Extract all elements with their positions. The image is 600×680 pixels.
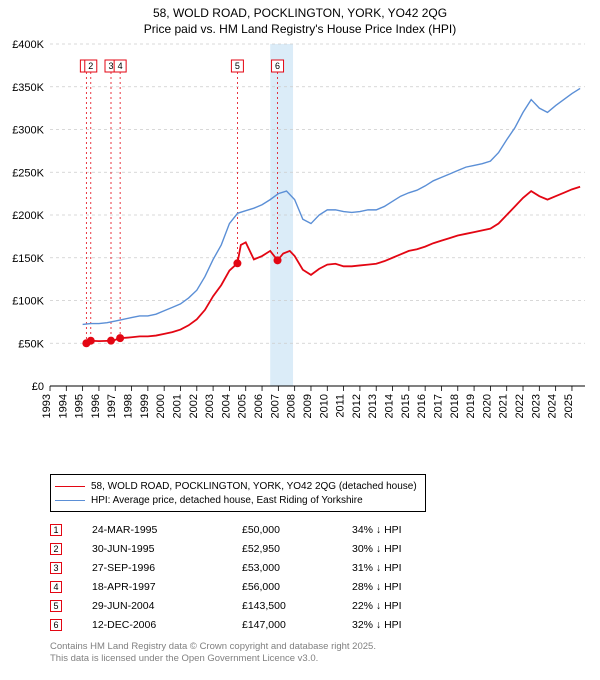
svg-text:2003: 2003 [204, 394, 216, 418]
row-marker: 3 [50, 562, 62, 574]
svg-text:2009: 2009 [302, 394, 314, 418]
figure-root: 58, WOLD ROAD, POCKLINGTON, YORK, YO42 2… [0, 0, 600, 680]
table-row: 5 29-JUN-2004£143,50022% ↓ HPI [50, 596, 452, 615]
svg-text:6: 6 [275, 61, 280, 71]
chart-area: £0 £50K £100K £150K £200K £250K £300K £350K £400… [0, 40, 600, 470]
svg-text:2001: 2001 [171, 394, 183, 418]
row-marker: 5 [50, 600, 62, 612]
row-marker: 2 [50, 543, 62, 555]
footer-line-2: This data is licensed under the Open Gov… [50, 653, 318, 664]
cell-price: £50,000 [242, 524, 352, 536]
title-line-2: Price paid vs. HM Land Registry's House … [144, 22, 456, 36]
svg-text:£200K: £200K [12, 210, 44, 222]
svg-text:£400K: £400K [12, 40, 44, 51]
svg-text:1996: 1996 [90, 394, 102, 418]
svg-text:2010: 2010 [318, 394, 330, 418]
svg-text:2015: 2015 [400, 394, 412, 418]
cell-date: 30-JUN-1995 [92, 543, 242, 555]
table-row: 3 27-SEP-1996£53,00031% ↓ HPI [50, 558, 452, 577]
table-row: 6 12-DEC-2006£147,00032% ↓ HPI [50, 615, 452, 634]
svg-text:2007: 2007 [269, 394, 281, 418]
cell-hpi-delta: 30% ↓ HPI [352, 543, 452, 555]
chart-title: 58, WOLD ROAD, POCKLINGTON, YORK, YO42 2… [0, 0, 600, 37]
svg-text:£300K: £300K [12, 125, 44, 137]
svg-text:2004: 2004 [220, 394, 232, 418]
cell-hpi-delta: 31% ↓ HPI [352, 562, 452, 574]
svg-text:£50K: £50K [18, 338, 44, 350]
svg-text:2005: 2005 [237, 394, 249, 418]
svg-text:2: 2 [88, 61, 93, 71]
row-marker: 4 [50, 581, 62, 593]
chart-svg: £0 £50K £100K £150K £200K £250K £300K £350K £400… [0, 40, 600, 470]
svg-text:2021: 2021 [498, 394, 510, 418]
cell-hpi-delta: 22% ↓ HPI [352, 600, 452, 612]
legend-item-hpi: HPI: Average price, detached house, East… [55, 493, 417, 507]
transactions-table: 1 24-MAR-1995£50,00034% ↓ HPI 2 30-JUN-1995… [50, 520, 452, 634]
svg-text:2000: 2000 [155, 394, 167, 418]
svg-text:1994: 1994 [57, 394, 69, 418]
cell-date: 29-JUN-2004 [92, 600, 242, 612]
legend-label-hpi: HPI: Average price, detached house, East… [91, 495, 363, 506]
svg-text:5: 5 [235, 61, 240, 71]
attribution-footer: Contains HM Land Registry data © Crown c… [50, 641, 376, 665]
cell-date: 24-MAR-1995 [92, 524, 242, 536]
cell-date: 12-DEC-2006 [92, 619, 242, 631]
svg-text:2019: 2019 [465, 394, 477, 418]
svg-text:2024: 2024 [547, 394, 559, 418]
svg-text:2020: 2020 [481, 394, 493, 418]
svg-text:1995: 1995 [74, 394, 86, 418]
svg-text:2017: 2017 [432, 394, 444, 418]
cell-price: £147,000 [242, 619, 352, 631]
table-row: 1 24-MAR-1995£50,00034% ↓ HPI [50, 520, 452, 539]
table-row: 4 18-APR-1997£56,00028% ↓ HPI [50, 577, 452, 596]
title-line-1: 58, WOLD ROAD, POCKLINGTON, YORK, YO42 2… [153, 6, 447, 20]
cell-price: £53,000 [242, 562, 352, 574]
svg-text:£150K: £150K [12, 253, 44, 265]
legend: 58, WOLD ROAD, POCKLINGTON, YORK, YO42 2… [50, 474, 426, 512]
svg-text:1993: 1993 [41, 394, 53, 418]
cell-hpi-delta: 32% ↓ HPI [352, 619, 452, 631]
cell-hpi-delta: 28% ↓ HPI [352, 581, 452, 593]
svg-text:1998: 1998 [123, 394, 135, 418]
svg-text:1997: 1997 [106, 394, 118, 418]
legend-item-property: 58, WOLD ROAD, POCKLINGTON, YORK, YO42 2… [55, 479, 417, 493]
svg-text:3: 3 [108, 61, 113, 71]
svg-text:2011: 2011 [335, 394, 347, 418]
cell-hpi-delta: 34% ↓ HPI [352, 524, 452, 536]
cell-date: 27-SEP-1996 [92, 562, 242, 574]
legend-swatch-hpi [55, 500, 85, 501]
svg-text:£350K: £350K [12, 82, 44, 94]
svg-text:£100K: £100K [12, 296, 44, 308]
svg-text:£250K: £250K [12, 167, 44, 179]
footer-line-1: Contains HM Land Registry data © Crown c… [50, 641, 376, 652]
svg-text:4: 4 [118, 61, 123, 71]
svg-text:2018: 2018 [449, 394, 461, 418]
svg-text:2014: 2014 [384, 394, 396, 418]
cell-price: £143,500 [242, 600, 352, 612]
svg-text:2013: 2013 [367, 394, 379, 418]
svg-text:2023: 2023 [530, 394, 542, 418]
legend-label-property: 58, WOLD ROAD, POCKLINGTON, YORK, YO42 2… [91, 481, 417, 492]
svg-text:2016: 2016 [416, 394, 428, 418]
cell-price: £56,000 [242, 581, 352, 593]
svg-text:2008: 2008 [286, 394, 298, 418]
row-marker: 1 [50, 524, 62, 536]
svg-text:2022: 2022 [514, 394, 526, 418]
svg-text:1999: 1999 [139, 394, 151, 418]
svg-text:2006: 2006 [253, 394, 265, 418]
legend-swatch-property [55, 486, 85, 487]
svg-text:2012: 2012 [351, 394, 363, 418]
svg-text:£0: £0 [32, 381, 44, 393]
table-row: 2 30-JUN-1995£52,95030% ↓ HPI [50, 539, 452, 558]
svg-text:2025: 2025 [563, 394, 575, 418]
svg-text:2002: 2002 [188, 394, 200, 418]
cell-date: 18-APR-1997 [92, 581, 242, 593]
cell-price: £52,950 [242, 543, 352, 555]
row-marker: 6 [50, 619, 62, 631]
